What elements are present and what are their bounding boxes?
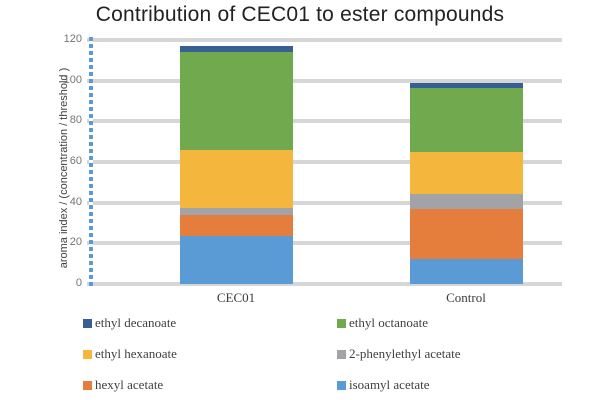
legend-item: ethyl hexanoate [83, 346, 337, 361]
legend: ethyl decanoate ethyl octanoate ethyl hexa… [83, 315, 557, 392]
bar-segment-ethyl-octanoate [180, 52, 293, 150]
x-axis-label-control: Control [446, 290, 486, 305]
legend-label: ethyl octanoate [349, 315, 429, 330]
legend-swatch-icon [83, 380, 92, 390]
legend-swatch-icon [337, 318, 346, 328]
bar-segment-hexyl-acetate [410, 208, 523, 259]
y-tick-label: 60 [69, 155, 82, 167]
bar-segment-2-phenylethyl-acetate [410, 193, 523, 209]
bar-segment-hexyl-acetate [180, 214, 293, 237]
gridline [87, 201, 562, 205]
legend-label: 2-phenylethyl acetate [349, 346, 461, 361]
legend-label: isoamyl acetate [349, 377, 430, 392]
chart-title: Contribution of CEC01 to ester compounds [95, 3, 505, 26]
gridline [87, 79, 562, 83]
legend-label: hexyl acetate [95, 377, 164, 392]
bar-segment-2-phenylethyl-acetate [180, 207, 293, 215]
y-tick-label: 0 [75, 277, 82, 289]
legend-swatch-icon [83, 318, 92, 328]
gridline [87, 241, 562, 245]
legend-swatch-icon [337, 380, 346, 390]
y-tick-label: 100 [63, 74, 82, 86]
x-axis-label-cec01: CEC01 [216, 290, 256, 305]
bar-segment-ethyl-decanoate [410, 82, 523, 88]
bar-segment-ethyl-decanoate [180, 46, 293, 53]
gridline [87, 119, 562, 123]
gridline [87, 160, 562, 164]
legend-label: ethyl decanoate [95, 315, 177, 330]
bar-segment-ethyl-octanoate [410, 87, 523, 152]
y-tick-label: 40 [69, 196, 82, 208]
legend-item: ethyl octanoate [337, 315, 557, 330]
y-tick-label: 80 [69, 114, 82, 126]
bar-segment-ethyl-hexanoate [410, 151, 523, 194]
y-tick-label: 20 [69, 236, 82, 248]
legend-item: ethyl decanoate [83, 315, 337, 330]
legend-swatch-icon [83, 349, 92, 359]
bar-segment-isoamyl-acetate [410, 258, 523, 284]
legend-item: isoamyl acetate [337, 377, 557, 392]
bar-segment-isoamyl-acetate [180, 236, 293, 284]
gridline [87, 38, 562, 42]
legend-item: hexyl acetate [83, 377, 337, 392]
bar-segment-ethyl-hexanoate [180, 149, 293, 208]
legend-label: ethyl hexanoate [95, 346, 177, 361]
gridline [87, 282, 562, 286]
y-axis-line [89, 37, 93, 287]
legend-item: 2-phenylethyl acetate [337, 346, 557, 361]
y-tick-label: 120 [63, 33, 82, 45]
legend-swatch-icon [337, 349, 346, 359]
